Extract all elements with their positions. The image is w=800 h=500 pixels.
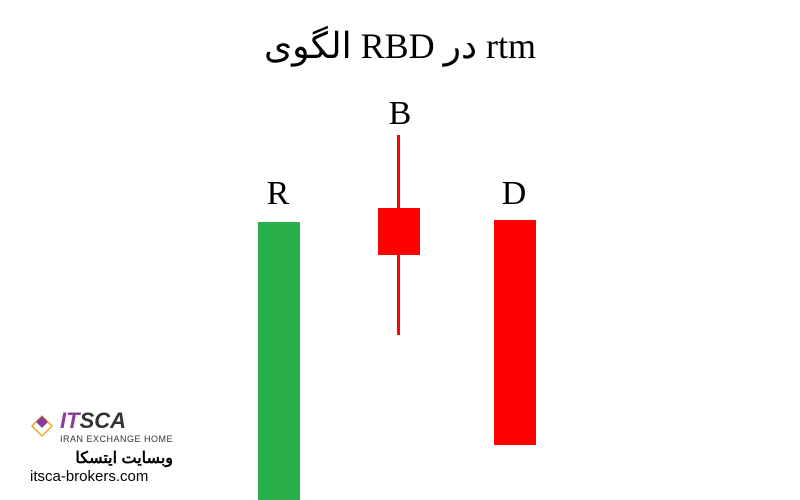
logo-brand-text: ITSCA IRAN EXCHANGE HOME [60, 408, 173, 444]
candle-r-label: R [253, 175, 303, 213]
candle-d-body [494, 220, 536, 445]
logo-subtext: IRAN EXCHANGE HOME [60, 434, 173, 444]
logo-it: IT [60, 408, 80, 433]
candle-r-body [258, 222, 300, 500]
logo-container: ITSCA IRAN EXCHANGE HOME وبسایت ایتسکا i… [30, 408, 173, 485]
candle-b-body [378, 208, 420, 255]
candle-d-label: D [489, 175, 539, 213]
candle-b-upper-wick [397, 135, 400, 208]
candle-b-lower-wick [397, 255, 400, 335]
logo-website-persian: وبسایت ایتسکا [30, 448, 173, 468]
diagram-title: الگوی RBD در rtm [0, 25, 800, 67]
candle-b-label: B [375, 95, 425, 133]
logo-brand-row: ITSCA IRAN EXCHANGE HOME [30, 408, 173, 444]
logo-icon [30, 414, 54, 438]
logo-sca: SCA [80, 408, 126, 433]
logo-website-url: itsca-brokers.com [30, 468, 173, 485]
